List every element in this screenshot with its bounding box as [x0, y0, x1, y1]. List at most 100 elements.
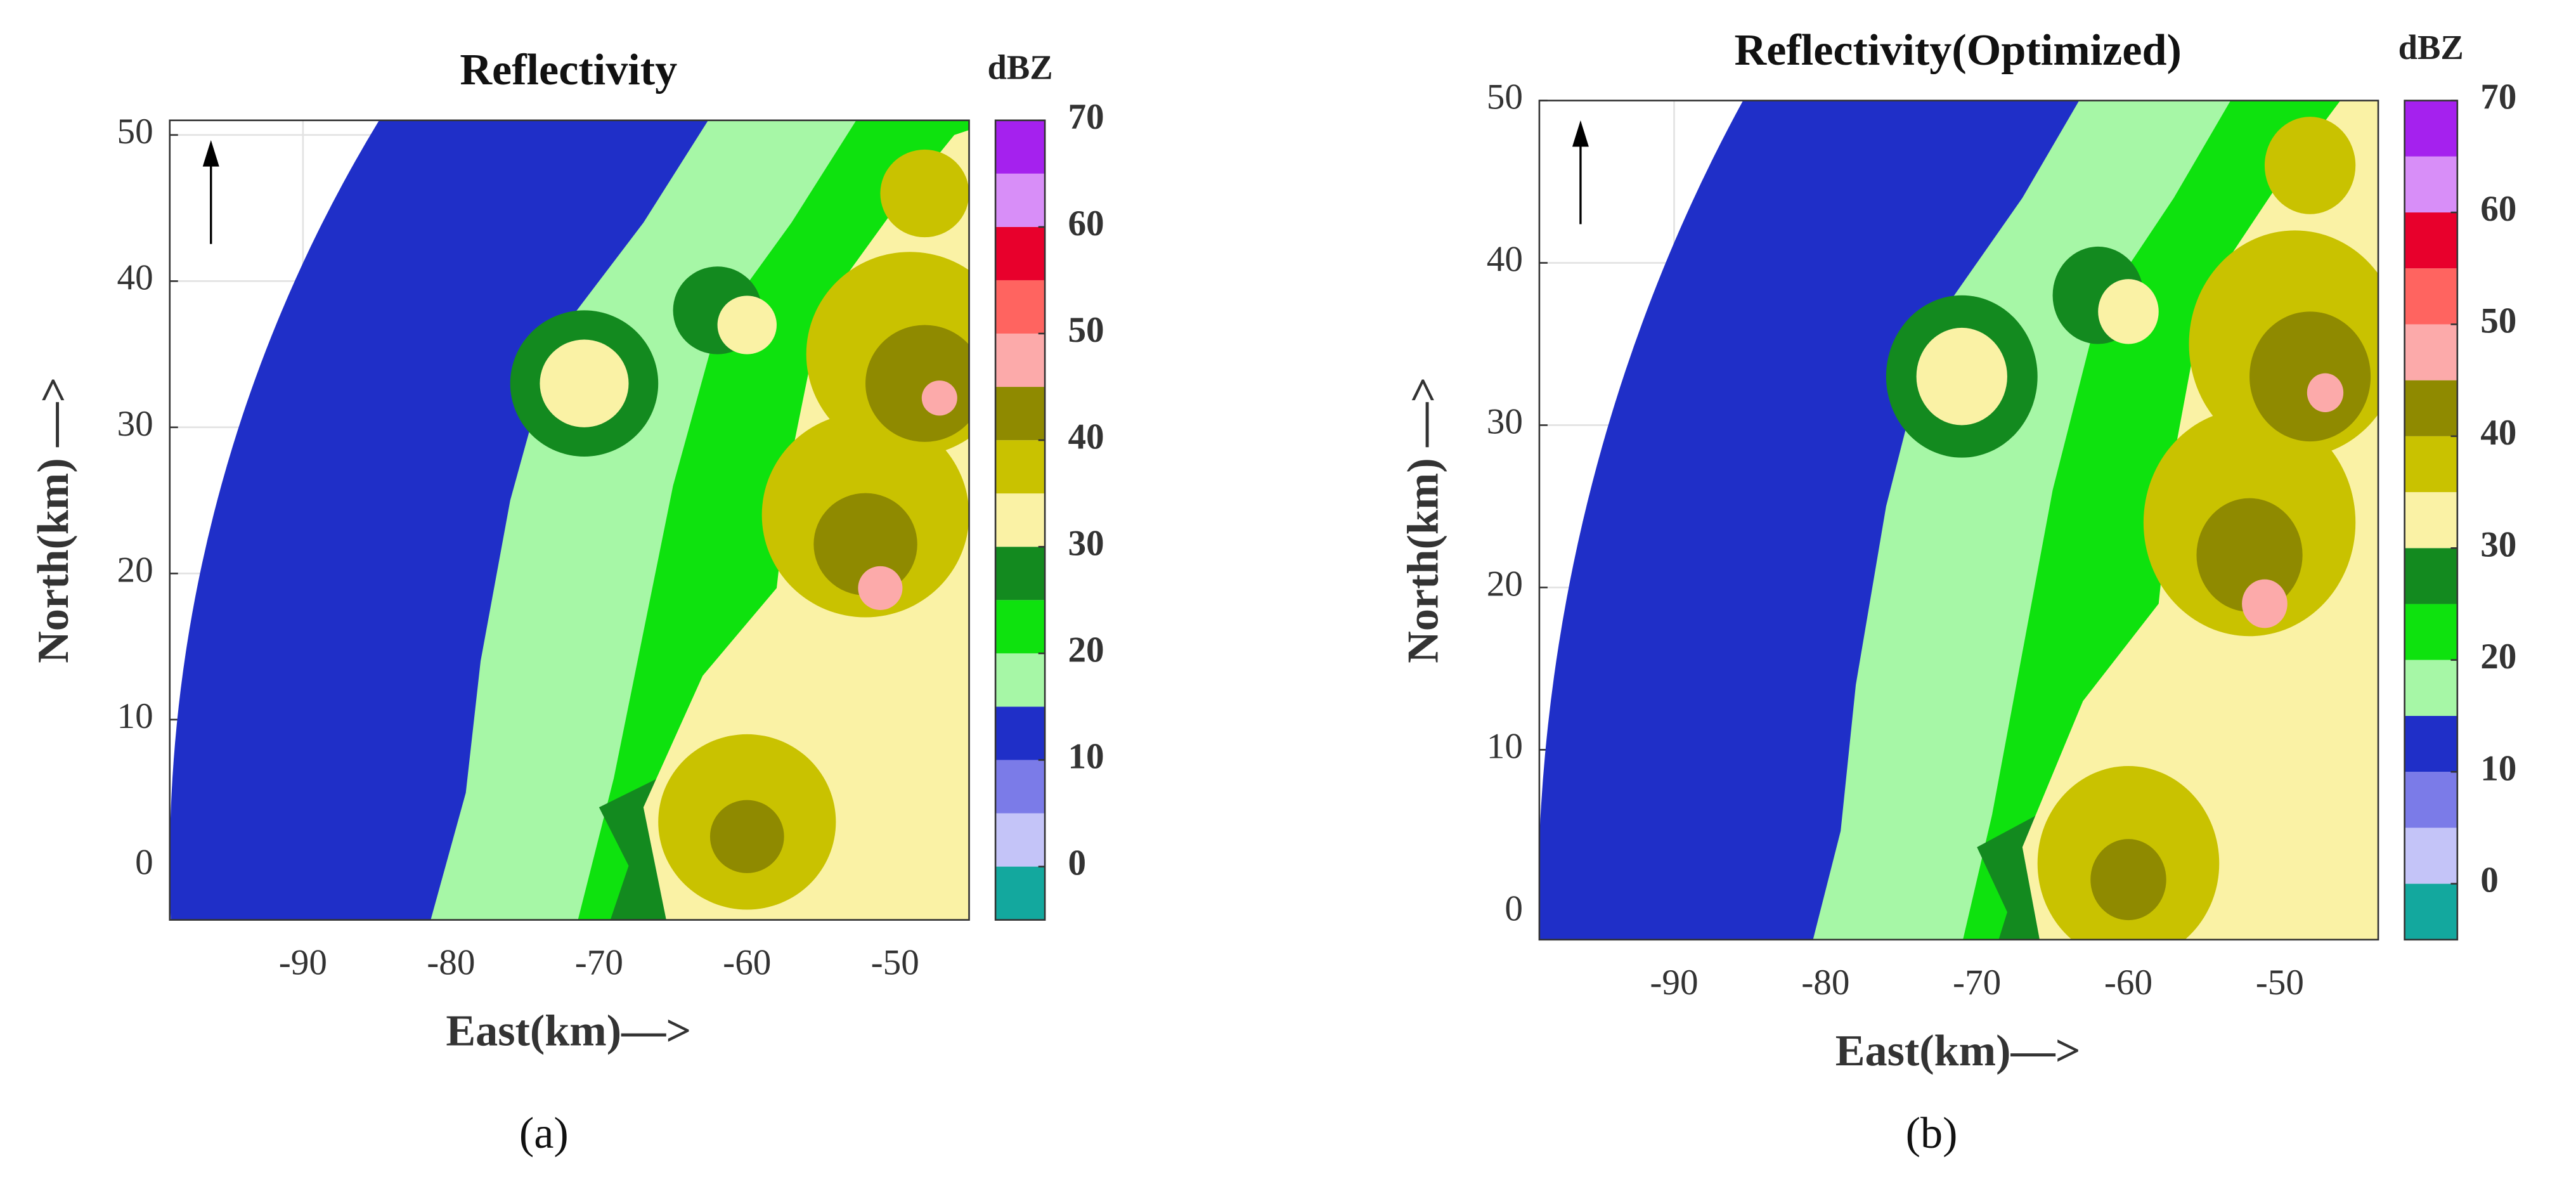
colorbar-swatch: [995, 706, 1045, 760]
y-tick-label: 40: [117, 257, 153, 297]
chart-title: Reflectivity: [460, 45, 677, 94]
radar-echo: [2307, 373, 2344, 413]
x-tick-label: -50: [871, 943, 919, 983]
colorbar-swatch: [2404, 268, 2457, 325]
y-axis-label: North(km) —>: [29, 377, 78, 663]
colorbar-swatch: [2404, 100, 2457, 157]
radar-echo: [1916, 327, 2007, 425]
colorbar-swatch: [2404, 715, 2457, 772]
colorbar-swatch: [2404, 212, 2457, 269]
colorbar-title: dBZ: [987, 48, 1052, 86]
colorbar-swatch: [995, 173, 1045, 227]
north-arrow-head: [1572, 120, 1589, 147]
colorbar-swatch: [2404, 548, 2457, 604]
radar-echo: [2098, 279, 2159, 344]
radar-echo: [2242, 579, 2288, 628]
y-tick-label: 30: [1487, 402, 1523, 442]
colorbar-tick-label: 70: [2480, 77, 2516, 117]
x-tick-label: -70: [1953, 963, 2001, 1003]
colorbar-tick-label: 30: [2480, 524, 2516, 564]
radar-echo: [880, 149, 969, 238]
colorbar-tick-label: 40: [1068, 417, 1104, 457]
colorbar-swatch: [2404, 883, 2457, 940]
colorbar-swatch: [2404, 828, 2457, 884]
x-tick-label: -70: [575, 943, 623, 983]
colorbar-tick-label: 40: [2480, 413, 2516, 453]
colorbar-tick-label: 60: [2480, 189, 2516, 229]
north-arrow-head: [202, 140, 219, 167]
colorbar-swatch: [2404, 324, 2457, 380]
colorbar-tick-label: 30: [1068, 523, 1104, 563]
radar-coverage: [1539, 100, 2379, 940]
colorbar-tick-label: 60: [1068, 204, 1104, 244]
colorbar-swatch: [995, 813, 1045, 867]
colorbar-swatch: [995, 440, 1045, 494]
colorbar-swatch: [2404, 492, 2457, 549]
plot-frame: [169, 119, 970, 921]
colorbar-swatch: [995, 226, 1045, 280]
y-tick-label: 10: [117, 696, 153, 736]
radar-echo: [717, 296, 777, 354]
colorbar-frame: [994, 119, 1046, 921]
colorbar-swatch: [2404, 604, 2457, 660]
colorbar-swatch: [2404, 772, 2457, 828]
y-tick-label: 30: [117, 404, 153, 444]
radar-echo: [858, 566, 903, 610]
x-tick-label: -90: [1650, 963, 1698, 1003]
colorbar-swatch: [995, 653, 1045, 707]
plot-frame: [1538, 100, 2379, 941]
y-tick-label: 0: [135, 842, 153, 882]
colorbar-tick-label: 20: [2480, 637, 2516, 677]
colorbar-swatch: [2404, 659, 2457, 716]
panel: -90 -80 -70 -60 -50 0 10 20 30 40 50 Reflectivity Ea…: [29, 45, 1104, 1158]
colorbar-swatch: [2404, 436, 2457, 493]
colorbar-frame: [2404, 100, 2459, 941]
colorbar-swatch: [995, 493, 1045, 547]
colorbar-swatch: [995, 547, 1045, 601]
colorbar-tick-label: 10: [2480, 748, 2516, 788]
panel: -90 -80 -70 -60 -50 0 10 20 30 40 50 Reflectivity(O…: [1398, 25, 2516, 1158]
radar-echo: [540, 339, 629, 427]
y-axis-label: North(km) —>: [1398, 377, 1447, 663]
colorbar-swatch: [995, 334, 1045, 387]
colorbar-tick-label: 0: [1068, 843, 1086, 883]
x-tick-label: -90: [279, 943, 327, 983]
y-tick-label: 50: [117, 112, 153, 152]
radar-echo: [921, 380, 957, 416]
x-tick-label: -60: [723, 943, 771, 983]
colorbar-swatch: [2404, 156, 2457, 213]
x-axis-label: East(km)—>: [446, 1006, 691, 1056]
colorbar-swatch: [995, 866, 1045, 920]
y-tick-label: 40: [1487, 240, 1523, 280]
chart-title: Reflectivity(Optimized): [1735, 25, 2182, 75]
y-tick-label: 20: [117, 550, 153, 590]
y-tick-label: 50: [1487, 77, 1523, 117]
radar-coverage: [169, 120, 969, 920]
colorbar-tick-label: 70: [1068, 97, 1104, 137]
colorbar-title: dBZ: [2398, 28, 2464, 67]
colorbar-swatch: [2404, 380, 2457, 436]
colorbar-swatch: [995, 280, 1045, 334]
x-axis-label: East(km)—>: [1835, 1026, 2081, 1075]
colorbar-tick-label: 50: [2480, 301, 2516, 341]
x-tick-label: -60: [2104, 963, 2152, 1003]
colorbar-tick-label: 50: [1068, 310, 1104, 350]
radar-field: [169, 120, 969, 920]
colorbar-tick-label: 0: [2480, 861, 2499, 900]
radar-echo: [865, 325, 969, 442]
colorbar-tick-label: 10: [1068, 737, 1104, 777]
panel-label: (a): [519, 1108, 569, 1158]
x-tick-label: -80: [1801, 963, 1849, 1003]
colorbar-swatch: [995, 760, 1045, 814]
colorbar-swatch: [995, 387, 1045, 441]
y-tick-label: 0: [1505, 888, 1523, 928]
radar-field: [1539, 100, 2379, 940]
radar-echo: [709, 800, 784, 873]
x-tick-label: -50: [2256, 963, 2304, 1003]
colorbar-swatch: [995, 600, 1045, 654]
radar-echo: [2264, 117, 2356, 214]
radar-echo: [2249, 311, 2371, 442]
colorbar-swatch: [995, 120, 1045, 174]
y-tick-label: 20: [1487, 564, 1523, 604]
